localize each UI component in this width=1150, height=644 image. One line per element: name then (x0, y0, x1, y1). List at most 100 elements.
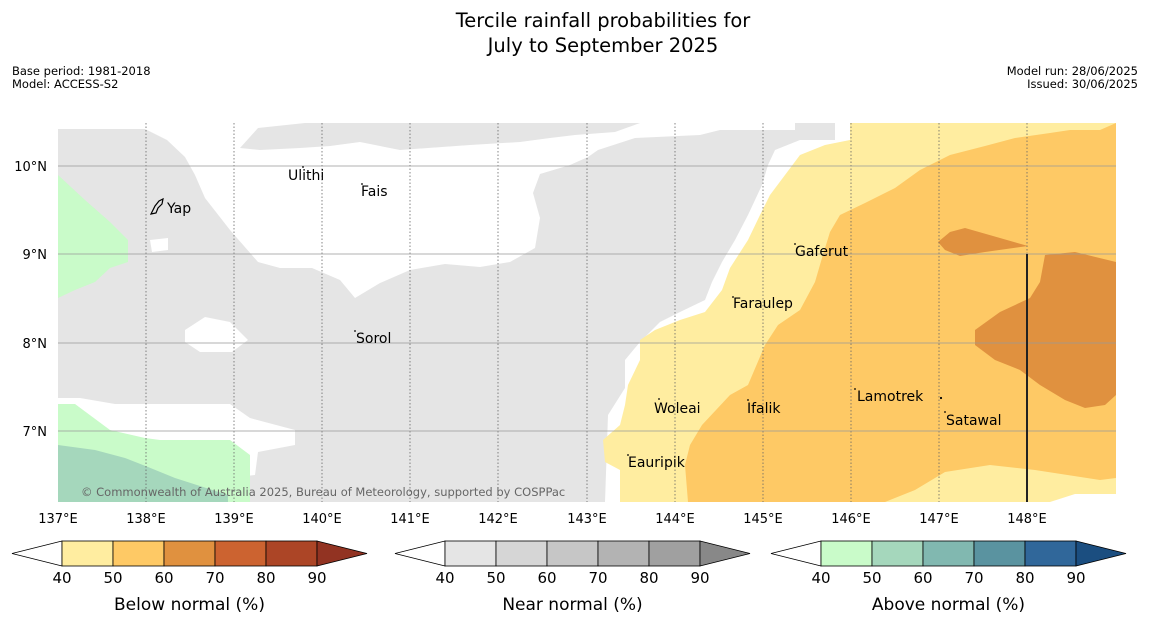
model-run-text: Model run: 28/06/2025 (1006, 64, 1138, 78)
lat-label: 8°N (23, 337, 48, 352)
copyright-text: © Commonwealth of Australia 2025, Bureau… (81, 485, 565, 499)
lon-label: 142°E (478, 512, 518, 527)
lon-label: 140°E (302, 512, 342, 527)
model-text: Model: ACCESS-S2 (12, 76, 119, 91)
colorbar-low-extend (11, 540, 63, 567)
map-area (58, 123, 1116, 502)
below-normal-60-region (975, 252, 1116, 408)
no-signal-region (150, 238, 168, 252)
place-label-faraulep: Faraulep (733, 296, 793, 312)
colorbar-segment (546, 540, 599, 567)
place-label-ifalik: Ifalik (747, 401, 781, 417)
colorbar-high-extend (1075, 540, 1127, 567)
lon-label: 137°E (38, 512, 78, 527)
place-label-ulithi: Ulithi (288, 168, 324, 184)
colorbar-segment (871, 540, 924, 567)
colorbar-tick-label: 60 (913, 569, 932, 587)
colorbar-tick-label: 90 (690, 569, 709, 587)
colorbar-high-extend (316, 540, 368, 567)
colorbar-tick-label: 40 (435, 569, 454, 587)
colorbar-low-extend (770, 540, 822, 567)
title-line-2: July to September 2025 (487, 34, 719, 57)
island-markers (302, 166, 946, 456)
colorbar-tick-label: 70 (588, 569, 607, 587)
lat-label: 9°N (23, 248, 48, 263)
colorbar-title: Above normal (%) (872, 595, 1025, 615)
colorbar-segment (973, 540, 1026, 567)
colorbar-tick-label: 40 (52, 569, 71, 587)
below-normal-60-region (938, 228, 1028, 256)
colorbar-segment (922, 540, 975, 567)
lon-label: 148°E (1007, 512, 1047, 527)
colorbar-segment (648, 540, 701, 567)
colorbars: 40 50 60 70 80 90 Below normal (%) 40 50 60 70 80 90… (11, 540, 1127, 615)
colorbar-tick-label: 90 (1066, 569, 1085, 587)
longitude-gridlines (145, 123, 1028, 502)
colorbar-segment (1024, 540, 1077, 567)
colorbar-tick-label: 60 (154, 569, 173, 587)
colorbar-tick-label: 80 (256, 569, 275, 587)
colorbar-segment (61, 540, 114, 567)
near-normal-region (240, 123, 640, 150)
colorbar-tick-label: 50 (486, 569, 505, 587)
colorbar-segment (163, 540, 216, 567)
place-label-gaferut: Gaferut (795, 244, 849, 260)
colorbar-1: 40 50 60 70 80 90 Below normal (%) (11, 540, 368, 615)
colorbar-tick-label: 50 (862, 569, 881, 587)
above-normal-50-region (58, 445, 228, 502)
colorbar-segment (214, 540, 267, 567)
map-title: Tercile rainfall probabilities for July … (0, 8, 1150, 58)
colorbar-tick-label: 60 (537, 569, 556, 587)
colorbar-low-extend (394, 540, 446, 567)
colorbar-2: 40 50 60 70 80 90 Near normal (%) (394, 540, 751, 615)
colorbar-tick-label: 90 (307, 569, 326, 587)
lat-label: 7°N (23, 425, 48, 440)
place-labels: Yap Ulithi Fais Gaferut Faraulep Sorol W… (166, 168, 1001, 471)
place-label-lamotrek: Lamotrek (857, 389, 924, 405)
colorbar-segment (597, 540, 650, 567)
longitude-labels: 137°E 138°E 139°E 140°E 141°E 142°E 143°… (38, 512, 1047, 527)
colorbar-segment (495, 540, 548, 567)
meta-right: Model run: 28/06/2025 Issued: 30/06/2025 (1007, 65, 1138, 90)
colorbar-high-extend (699, 540, 751, 567)
yap-island-shape (149, 197, 164, 215)
lon-label: 138°E (126, 512, 166, 527)
place-label-sorol: Sorol (356, 331, 391, 347)
lon-label: 146°E (831, 512, 871, 527)
latitude-gridlines (58, 165, 1116, 432)
colorbar-segment (112, 540, 165, 567)
colorbar-segment (444, 540, 497, 567)
colorbar-tick-label: 80 (1015, 569, 1034, 587)
lat-label: 10°N (14, 160, 47, 175)
title-line-1: Tercile rainfall probabilities for (455, 9, 751, 32)
place-label-yap: Yap (166, 201, 191, 217)
colorbar-3: 40 50 60 70 80 90 Above normal (%) (770, 540, 1127, 615)
lon-label: 139°E (214, 512, 254, 527)
latitude-labels: 10°N 9°N 8°N 7°N (14, 160, 47, 440)
lon-label: 145°E (743, 512, 783, 527)
lon-label: 141°E (390, 512, 430, 527)
issued-text: Issued: 30/06/2025 (1027, 76, 1138, 91)
lon-label: 147°E (919, 512, 959, 527)
near-normal-region (58, 123, 835, 502)
colorbar-tick-label: 40 (811, 569, 830, 587)
lon-label: 143°E (567, 512, 607, 527)
colorbar-tick-label: 70 (205, 569, 224, 587)
base-period-text: Base period: 1981-2018 (12, 64, 151, 78)
place-label-eauripik: Eauripik (628, 455, 686, 471)
place-label-woleai: Woleai (654, 401, 701, 417)
above-normal-40-region (58, 175, 128, 298)
place-label-fais: Fais (361, 184, 388, 200)
colorbar-tick-label: 70 (964, 569, 983, 587)
colorbar-title: Below normal (%) (114, 595, 265, 615)
place-label-satawal: Satawal (946, 413, 1001, 429)
below-normal-50-region (685, 123, 1116, 502)
colorbar-segment (820, 540, 873, 567)
colorbar-tick-label: 80 (639, 569, 658, 587)
colorbar-title: Near normal (%) (502, 595, 642, 615)
meta-left: Base period: 1981-2018 Model: ACCESS-S2 (12, 65, 151, 90)
colorbar-segment (265, 540, 318, 567)
colorbar-tick-label: 50 (103, 569, 122, 587)
lon-label: 144°E (655, 512, 695, 527)
